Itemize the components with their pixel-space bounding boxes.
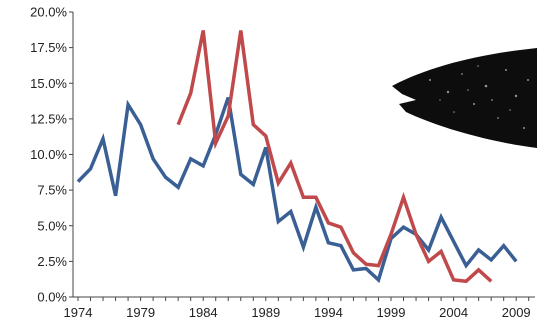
fish-silhouette-body	[392, 48, 537, 148]
y-tick-label: 15.0%	[30, 76, 67, 91]
y-tick-label: 7.5%	[37, 183, 67, 198]
fish-silhouette-texture	[429, 65, 529, 129]
y-tick-label: 17.5%	[30, 40, 67, 55]
series-line-2	[176, 30, 493, 284]
x-tick-label: 1979	[126, 305, 155, 320]
x-axis-ticks: 1974 1979 1984 1989 1994 1999 2004 2009	[64, 297, 531, 320]
x-tick-label: 1974	[64, 305, 93, 320]
series-lines	[76, 30, 518, 284]
fish-silhouette-image	[392, 48, 537, 148]
y-tick-label: 2.5%	[37, 254, 67, 269]
x-tick-label: 1994	[314, 305, 343, 320]
y-tick-label: 0.0%	[37, 290, 67, 305]
y-tick-label: 12.5%	[30, 111, 67, 126]
x-tick-label: 2009	[502, 305, 531, 320]
x-tick-label: 1984	[189, 305, 218, 320]
y-tick-label: 5.0%	[37, 218, 67, 233]
y-tick-label: 20.0%	[30, 5, 67, 20]
x-tick-label: 1989	[251, 305, 280, 320]
x-tick-label: 1999	[377, 305, 406, 320]
x-tick-label: 2004	[439, 305, 468, 320]
y-tick-label: 10.0%	[30, 147, 67, 162]
series-line-1	[76, 96, 518, 284]
y-axis-ticks: 0.0% 2.5% 5.0% 7.5% 10.0% 12.5% 15.0% 17.5% 20.0…	[30, 5, 73, 305]
